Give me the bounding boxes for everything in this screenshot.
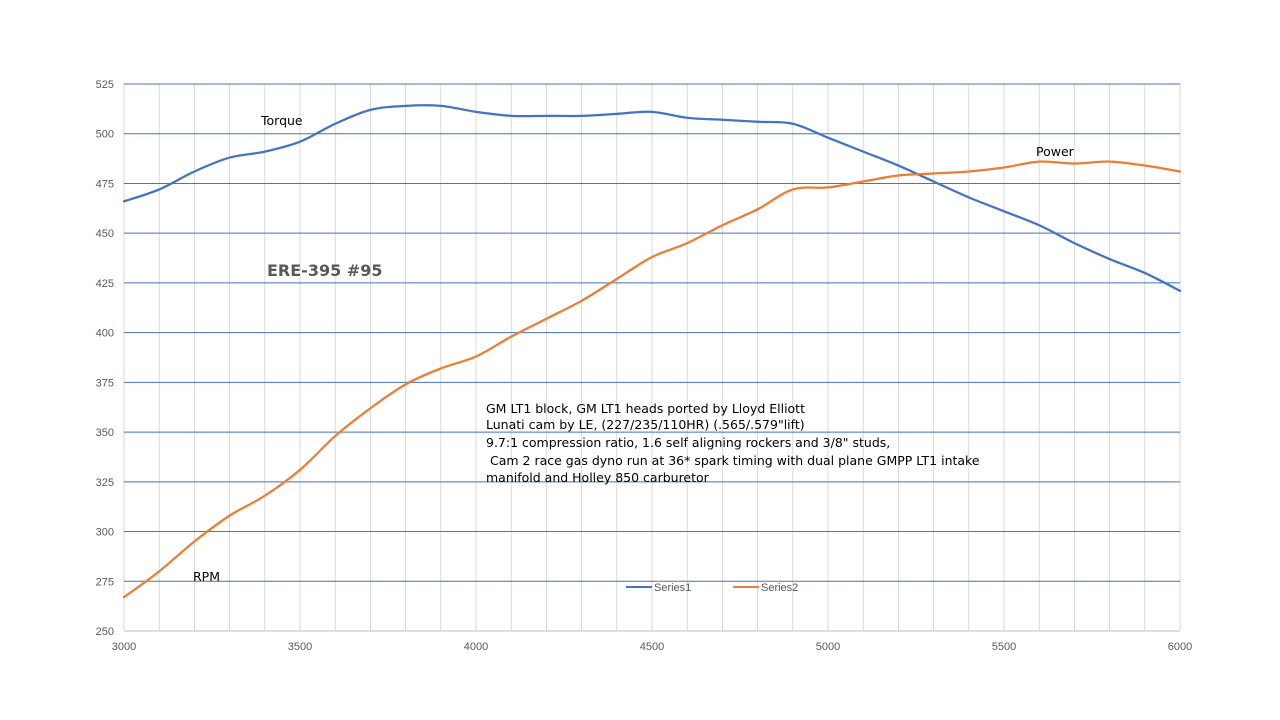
x-tick-label: 5000 — [816, 641, 840, 653]
vertical-gridlines — [123, 84, 1181, 631]
torque-annotation: Torque — [260, 113, 303, 128]
y-axis-tick-labels: 250 275 300 325 350 375 400 425 450 475 500 525 — [96, 79, 114, 638]
series-line-1 — [122, 104, 1182, 292]
legend-label-series2: Series2 — [761, 582, 798, 594]
power-annotation: Power — [1036, 144, 1075, 159]
note-line-2: Lunati cam by LE, (227/235/110HR) (.565/… — [486, 417, 805, 432]
horizontal-gridlines — [124, 83, 1180, 632]
x-axis-tick-labels: 3000 3500 4000 4500 5000 5500 6000 — [112, 641, 1192, 653]
y-tick-label: 450 — [96, 228, 114, 240]
note-line-3: 9.7:1 compression ratio, 1.6 self aligni… — [486, 435, 890, 450]
y-tick-label: 325 — [96, 477, 114, 489]
legend: Series1 Series2 — [626, 582, 798, 594]
legend-label-series1: Series1 — [654, 582, 691, 594]
y-tick-label: 500 — [96, 129, 114, 141]
x-tick-label: 6000 — [1168, 641, 1192, 653]
chart-title: ERE-395 #95 — [267, 261, 382, 280]
note-line-5: manifold and Holley 850 carburetor — [486, 470, 710, 485]
note-line-1: GM LT1 block, GM LT1 heads ported by Llo… — [486, 401, 805, 416]
y-tick-label: 425 — [96, 278, 114, 290]
rpm-annotation: RPM — [193, 569, 220, 584]
y-tick-label: 400 — [96, 328, 114, 340]
y-tick-label: 375 — [96, 377, 114, 389]
y-tick-label: 250 — [96, 626, 114, 638]
x-tick-label: 5500 — [992, 641, 1016, 653]
x-tick-label: 3000 — [112, 641, 136, 653]
x-tick-label: 4000 — [464, 641, 488, 653]
engine-notes: GM LT1 block, GM LT1 heads ported by Llo… — [486, 401, 980, 485]
y-tick-label: 350 — [96, 427, 114, 439]
series-line-2 — [122, 160, 1182, 599]
x-tick-label: 4500 — [640, 641, 664, 653]
x-tick-label: 3500 — [288, 641, 312, 653]
series-lines — [122, 104, 1182, 599]
note-line-4: Cam 2 race gas dyno run at 36* spark tim… — [486, 453, 980, 468]
y-tick-label: 525 — [96, 79, 114, 91]
y-tick-label: 275 — [96, 576, 114, 588]
y-tick-label: 300 — [96, 527, 114, 539]
y-tick-label: 475 — [96, 178, 114, 190]
